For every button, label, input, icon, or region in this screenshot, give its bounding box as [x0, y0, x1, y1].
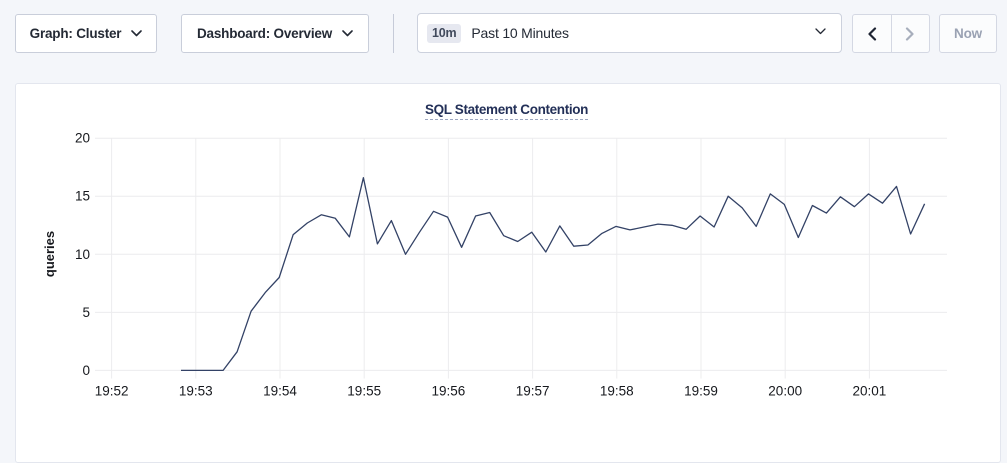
- svg-text:20:01: 20:01: [853, 384, 887, 399]
- svg-text:15: 15: [75, 189, 90, 204]
- svg-text:20:00: 20:00: [768, 384, 802, 399]
- svg-text:queries: queries: [42, 231, 57, 277]
- svg-text:10: 10: [75, 247, 90, 262]
- svg-text:5: 5: [82, 305, 90, 320]
- svg-text:19:54: 19:54: [263, 384, 297, 399]
- svg-text:19:56: 19:56: [432, 384, 466, 399]
- svg-text:19:59: 19:59: [684, 384, 718, 399]
- svg-text:19:58: 19:58: [600, 384, 634, 399]
- svg-text:0: 0: [82, 363, 90, 378]
- svg-text:19:55: 19:55: [347, 384, 381, 399]
- svg-text:20: 20: [75, 131, 90, 146]
- svg-text:19:52: 19:52: [95, 384, 129, 399]
- svg-text:19:57: 19:57: [516, 384, 550, 399]
- svg-text:19:53: 19:53: [179, 384, 213, 399]
